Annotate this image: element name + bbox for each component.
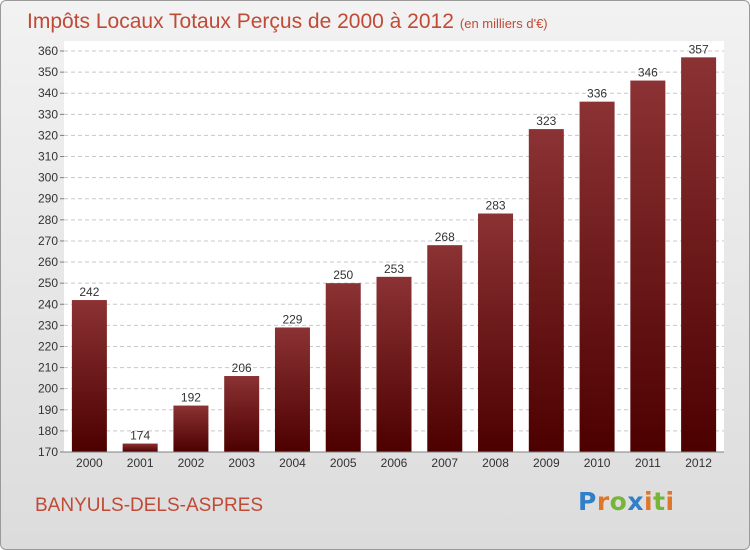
value-label: 268	[435, 230, 455, 244]
y-tick-label: 210	[38, 361, 58, 375]
y-tick-label: 190	[38, 403, 58, 417]
y-tick-label: 290	[38, 192, 58, 206]
x-tick-label: 2007	[431, 456, 458, 470]
bar	[630, 80, 666, 453]
y-tick-label: 340	[38, 86, 58, 100]
y-tick-label: 170	[38, 445, 58, 459]
x-tick-label: 2009	[533, 456, 560, 470]
bar	[427, 245, 463, 452]
value-label: 283	[486, 199, 506, 213]
bar	[224, 376, 260, 452]
value-label: 253	[384, 262, 404, 276]
bar	[478, 213, 514, 452]
proxiti-logo: Proxiti	[578, 487, 675, 516]
x-tick-label: 2006	[381, 456, 408, 470]
x-tick-label: 2005	[330, 456, 357, 470]
bar	[274, 327, 310, 452]
y-tick-label: 250	[38, 276, 58, 290]
logo-letter: t	[653, 487, 666, 516]
logo-letter: i	[665, 487, 675, 516]
y-tick-label: 200	[38, 382, 58, 396]
chart-title-unit: (en milliers d'€)	[459, 16, 548, 31]
commune-name: BANYULS-DELS-ASPRES	[35, 495, 264, 516]
x-tick-label: 2010	[584, 456, 611, 470]
y-tick-label: 280	[38, 213, 58, 227]
x-tick-label: 2011	[635, 456, 661, 470]
chart-title-main: Impôts Locaux Totaux Perçus de 2000 à 20…	[27, 10, 454, 33]
bar	[122, 443, 158, 452]
y-tick-label: 320	[38, 128, 58, 142]
bar	[376, 276, 412, 452]
x-tick-label: 2002	[178, 456, 205, 470]
logo-letter: x	[627, 487, 644, 516]
value-label: 229	[282, 312, 302, 326]
y-axis-tick-labels: 170 180 190 200 210 220 230 240 250 260 270 280 290 3…	[38, 44, 58, 459]
logo-letter: P	[578, 487, 597, 516]
bar	[173, 405, 209, 452]
bar	[528, 129, 564, 452]
x-tick-label: 2000	[76, 456, 103, 470]
value-label: 250	[333, 268, 353, 282]
y-tick-label: 360	[38, 44, 58, 58]
x-tick-label: 2003	[228, 456, 255, 470]
x-tick-label: 2008	[482, 456, 509, 470]
x-tick-label: 2001	[127, 456, 154, 470]
logo-letter: r	[596, 487, 610, 516]
y-tick-label: 240	[38, 297, 58, 311]
x-tick-label: 2012	[685, 456, 712, 470]
y-tick-label: 230	[38, 318, 58, 332]
value-label: 346	[638, 66, 658, 80]
y-tick-label: 310	[38, 150, 58, 164]
y-tick-label: 260	[38, 255, 58, 269]
x-axis-tick-labels: 2000 2001 2002 2003 2004 2005 2006 2007 2008 2009…	[76, 456, 712, 470]
y-tick-label: 180	[38, 424, 58, 438]
value-labels: 242 174 192 206 229 250 253 268 283 323 336 346 357	[79, 42, 709, 442]
x-tick-label: 2004	[279, 456, 306, 470]
chart-title: Impôts Locaux Totaux Perçus de 2000 à 20…	[27, 10, 548, 34]
value-label: 174	[130, 429, 150, 443]
y-tick-label: 350	[38, 65, 58, 79]
value-label: 242	[79, 285, 99, 299]
bar	[579, 101, 615, 452]
value-label: 336	[587, 87, 607, 101]
value-label: 192	[181, 391, 201, 405]
bars	[71, 57, 717, 453]
value-label: 357	[689, 42, 709, 56]
y-tick-label: 300	[38, 171, 58, 185]
bar	[681, 57, 717, 453]
logo-letter: i	[644, 487, 654, 516]
y-tick-label: 330	[38, 107, 58, 121]
logo-letter: o	[609, 487, 628, 516]
value-label: 206	[232, 361, 252, 375]
y-tick-label: 270	[38, 234, 58, 248]
y-tick-label: 220	[38, 339, 58, 353]
bar	[325, 283, 361, 452]
value-label: 323	[536, 114, 556, 128]
bar	[71, 300, 107, 452]
